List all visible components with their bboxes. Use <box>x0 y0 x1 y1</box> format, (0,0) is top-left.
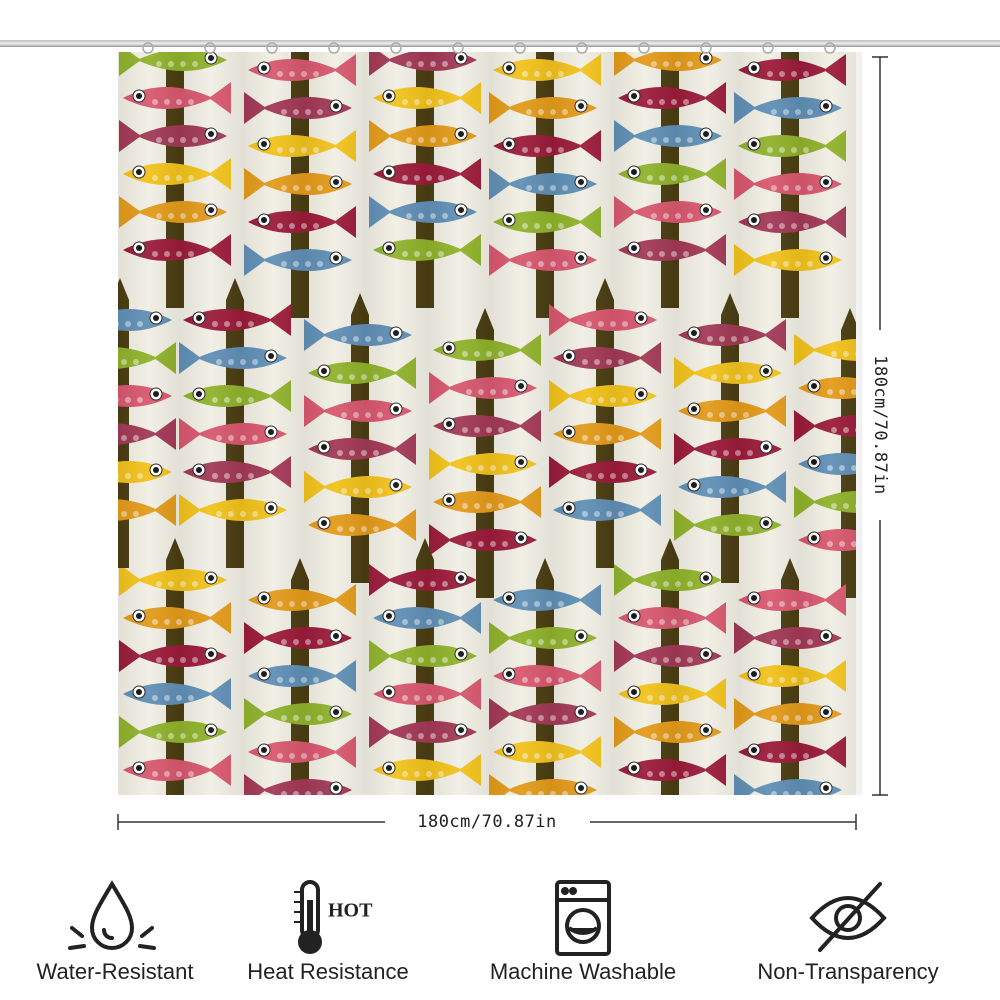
hook <box>700 42 712 54</box>
fish-spot <box>101 397 107 403</box>
hot-badge: HOT <box>328 900 373 922</box>
width-dimension <box>117 814 857 830</box>
fold-shade <box>180 52 242 795</box>
fish-pupil <box>883 497 889 503</box>
fish-tail <box>64 304 86 336</box>
feature-label: Machine Washable <box>490 959 676 984</box>
fish-spot <box>97 511 103 517</box>
fish-spot <box>101 321 107 327</box>
width-label: 180cm/70.87in <box>417 812 557 832</box>
fold-shade <box>800 52 862 795</box>
fish-spot <box>109 435 115 441</box>
fold-shade <box>428 52 490 795</box>
hook <box>576 42 588 54</box>
fish-pupil <box>81 429 87 435</box>
curtain-rod <box>0 40 1000 47</box>
feature-label: Heat Resistance <box>247 959 408 984</box>
hook <box>762 42 774 54</box>
fish-tail <box>884 524 906 556</box>
fish-eye <box>880 342 892 354</box>
fish-spot <box>109 359 115 365</box>
hook <box>390 42 402 54</box>
feature-label: Water-Resistant <box>37 959 194 984</box>
hook <box>142 42 154 54</box>
hook <box>266 42 278 54</box>
post-tip <box>166 18 184 40</box>
fish-eye <box>78 502 90 514</box>
fish-spot <box>867 503 873 509</box>
fish-pupil <box>81 505 87 511</box>
feature-label: Non-Transparency <box>757 959 938 984</box>
eye-hidden-icon <box>809 882 887 952</box>
post-tip <box>416 18 434 40</box>
fish-tail <box>64 456 86 488</box>
fish-pupil <box>883 345 889 351</box>
fish-pupil <box>81 353 87 359</box>
hook <box>638 42 650 54</box>
fold-shade <box>242 52 304 795</box>
hook <box>452 42 464 54</box>
curtain-folds <box>118 52 862 795</box>
hook <box>328 42 340 54</box>
fish-eye <box>78 426 90 438</box>
fish-spot <box>97 435 103 441</box>
fold-shade <box>304 52 366 795</box>
hook <box>824 42 836 54</box>
fish-tail <box>64 380 86 412</box>
fold-shade <box>552 52 614 795</box>
thermometer-icon <box>294 880 322 954</box>
fish-spot <box>863 541 869 547</box>
fold-shade <box>676 52 738 795</box>
fish-eye <box>880 494 892 506</box>
fold-shade <box>366 52 428 795</box>
fold-shade <box>490 52 552 795</box>
fold-shade <box>614 52 676 795</box>
fish-spot <box>109 511 115 517</box>
washer-icon <box>555 880 611 956</box>
fold-shade <box>118 52 180 795</box>
fish-spot <box>863 389 869 395</box>
fish-eye <box>78 350 90 362</box>
fold-shade <box>738 52 800 795</box>
hook <box>514 42 526 54</box>
water-icon <box>68 880 156 950</box>
height-label: 180cm/70.87in <box>870 355 890 495</box>
fish-spot <box>101 473 107 479</box>
post-tip <box>661 18 679 40</box>
curtain-hooks <box>142 42 836 54</box>
fish-spot <box>97 359 103 365</box>
fish-spot <box>863 465 869 471</box>
height-dimension <box>872 56 888 796</box>
hook <box>204 42 216 54</box>
